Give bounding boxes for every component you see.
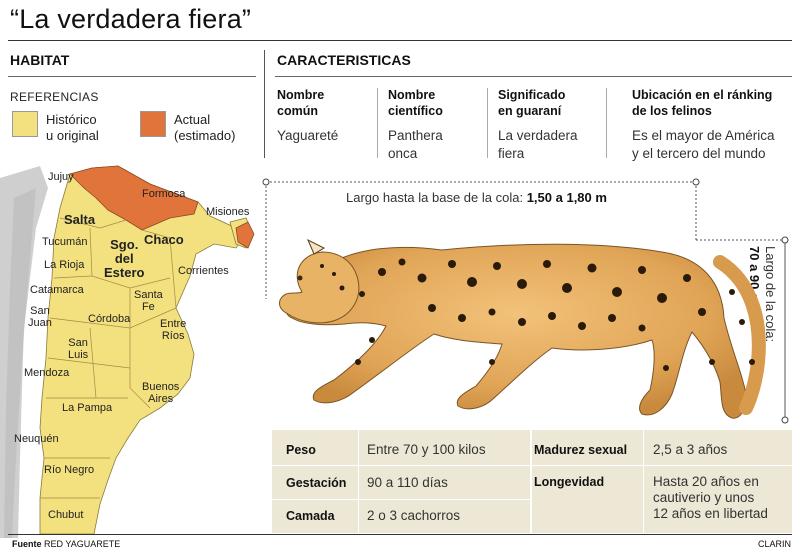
stat-value-gestation: 90 a 110 días (367, 475, 448, 490)
map-label-mendoza: Mendoza (24, 367, 70, 379)
map-label-chaco: Chaco (144, 232, 184, 247)
current-range-misiones (235, 221, 255, 249)
stat-value-weight: Entre 70 y 100 kilos (367, 442, 486, 457)
legend-swatch-historic (12, 111, 38, 137)
char-col-felid-ranking: Ubicación en el ránking de los felinos E… (632, 88, 775, 161)
char-sep-2 (487, 88, 488, 158)
map-label-la-rioja: La Rioja (44, 259, 85, 271)
legend-historic: Histórico u original (46, 112, 99, 143)
characteristics-rule (275, 76, 792, 77)
map-label-jujuy: Jujuy (48, 171, 74, 183)
legend-current: Actual (estimado) (174, 112, 236, 143)
map-label-san-luis: San Luis (68, 337, 89, 361)
stats-row-sep-2 (272, 499, 530, 500)
stat-value-longevity: Hasta 20 años en cautiverio y unos 12 añ… (653, 474, 768, 521)
stat-value-maturity: 2,5 a 3 años (653, 442, 728, 457)
map-label-rio-negro: Río Negro (44, 464, 95, 476)
map-label-buenos-aires: Buenos Aires (142, 381, 180, 405)
map-label-catamarca: Catamarca (30, 284, 84, 296)
stats-col-sep-1 (358, 430, 359, 533)
map-label-tucuman: Tucumán (42, 236, 88, 248)
legend-swatch-current (140, 111, 166, 137)
char-col-common-name: Nombre común Yaguareté (277, 88, 339, 143)
habitat-map (0, 165, 255, 538)
stat-label-maturity: Madurez sexual (534, 443, 628, 457)
stats-row-sep-1 (272, 465, 792, 466)
dimension-lines (262, 178, 789, 424)
footer-source: Fuente RED YAGUARETE (12, 539, 121, 549)
stat-label-weight: Peso (286, 443, 316, 457)
map-label-salta: Salta (64, 212, 96, 227)
length-label: Largo hasta la base de la cola: 1,50 a 1… (346, 190, 607, 205)
stats-col-sep-2 (530, 430, 532, 533)
jaguar-spots (320, 258, 755, 371)
map-label-santa-fe: Santa Fe (134, 289, 163, 313)
stat-label-longevity: Longevidad (534, 475, 605, 489)
map-label-sgo-del-estero: Sgo. del Estero (104, 237, 145, 280)
stat-label-litter: Camada (286, 509, 335, 523)
map-label-chubut: Chubut (48, 509, 84, 521)
map-label-misiones: Misiones (206, 206, 250, 218)
stat-label-gestation: Gestación (286, 476, 347, 490)
char-col-scientific-name: Nombre científico Panthera onca (388, 88, 443, 161)
jaguar-illustration (279, 238, 766, 419)
map-label-san-juan: San Juan (28, 305, 52, 329)
char-col-guarani-meaning: Significado en guaraní La verdadera fier… (498, 88, 578, 161)
page-title: “La verdadera fiera” (10, 4, 252, 34)
char-sep-3 (606, 88, 607, 158)
habitat-rule (8, 76, 256, 77)
char-sep-1 (377, 88, 378, 158)
stats-col-sep-3 (643, 430, 644, 533)
map-label-cordoba: Córdoba (88, 313, 131, 325)
characteristics-heading: CARACTERISTICAS (277, 52, 411, 68)
map-label-entre-rios: Entre Ríos (160, 318, 187, 342)
stat-value-litter: 2 o 3 cachorros (367, 508, 461, 523)
habitat-heading: HABITAT (10, 52, 70, 68)
map-label-formosa: Formosa (142, 188, 186, 200)
map-label-corrientes: Corrientes (178, 265, 229, 277)
map-label-neuquen: Neuquén (14, 433, 59, 445)
andes-shadow (4, 188, 36, 538)
title-rule (8, 40, 792, 41)
footer-rule (8, 534, 792, 535)
map-label-la-pampa: La Pampa (62, 402, 113, 414)
current-range-north (69, 165, 199, 231)
section-divider (264, 50, 265, 158)
references-label: REFERENCIAS (10, 90, 99, 104)
footer-credit: CLARIN (758, 539, 792, 549)
province-boundaries (40, 217, 177, 499)
